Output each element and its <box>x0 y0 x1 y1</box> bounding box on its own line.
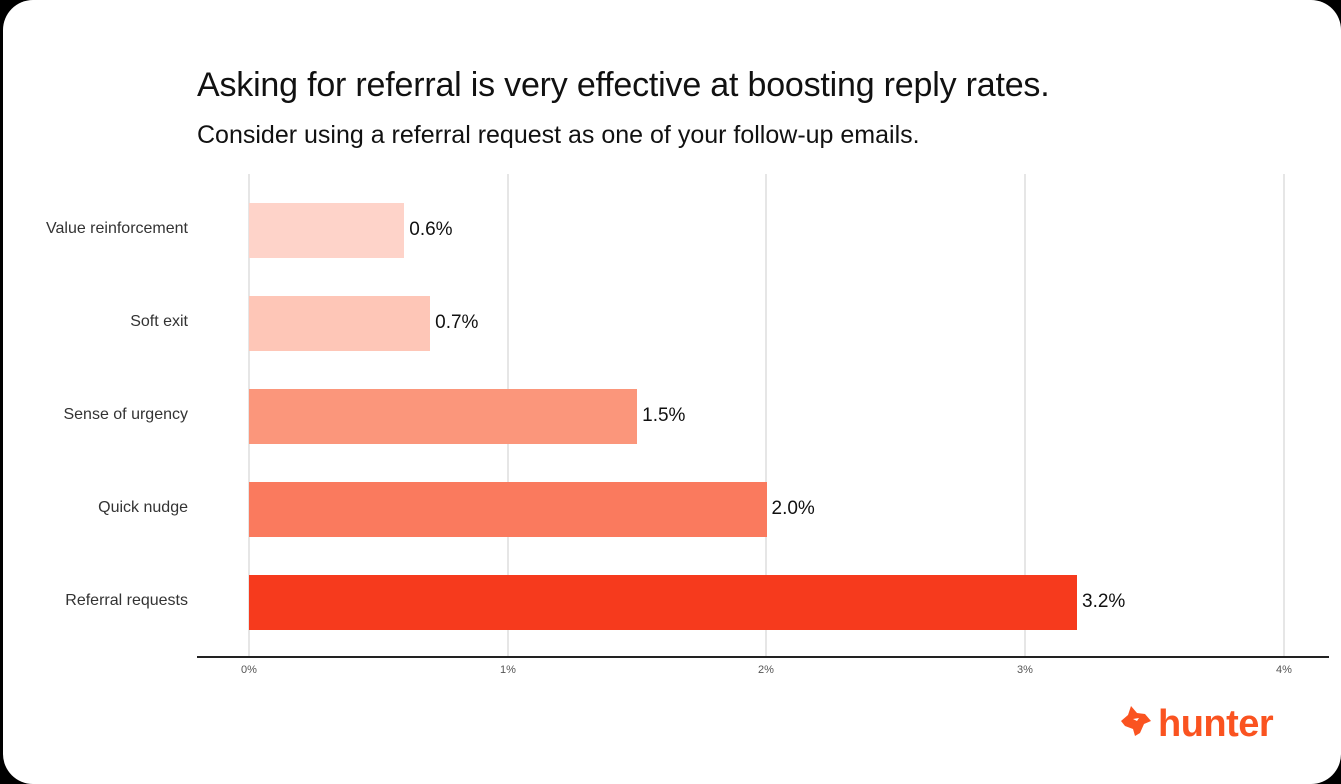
x-tick-label: 1% <box>500 664 516 676</box>
value-label: 0.7% <box>435 312 479 333</box>
bar-sense-of-urgency <box>249 389 638 444</box>
x-tick-label: 3% <box>1017 664 1033 676</box>
category-label: Referral requests <box>65 592 188 609</box>
gridline-3 <box>1024 174 1026 657</box>
category-label: Quick nudge <box>98 499 188 516</box>
category-label: Soft exit <box>130 313 188 330</box>
category-label: Sense of urgency <box>63 406 188 423</box>
bar-quick-nudge <box>249 482 767 537</box>
chart-title: Asking for referral is very effective at… <box>197 66 1050 104</box>
value-label: 2.0% <box>771 498 815 519</box>
x-tick-label: 2% <box>758 664 774 676</box>
value-label: 1.5% <box>642 405 686 426</box>
value-label: 0.6% <box>409 219 453 240</box>
logo-text: hunter <box>1158 702 1274 745</box>
plot-area: Value reinforcement Soft exit Sense of u… <box>3 0 1341 784</box>
fox-head-icon <box>1118 703 1154 744</box>
x-axis-line <box>197 656 1329 658</box>
value-label: 3.2% <box>1082 591 1126 612</box>
x-tick-label: 4% <box>1276 664 1292 676</box>
category-label: Value reinforcement <box>46 220 188 237</box>
x-tick-label: 0% <box>241 664 257 676</box>
bar-referral-requests <box>249 575 1077 630</box>
gridline-2 <box>765 174 767 657</box>
bar-value-reinforcement <box>249 203 405 258</box>
gridline-4 <box>1283 174 1285 657</box>
chart-card: Asking for referral is very effective at… <box>3 0 1341 784</box>
chart-subtitle: Consider using a referral request as one… <box>197 121 920 149</box>
bar-soft-exit <box>249 296 431 351</box>
hunter-logo: hunter <box>1118 702 1274 745</box>
